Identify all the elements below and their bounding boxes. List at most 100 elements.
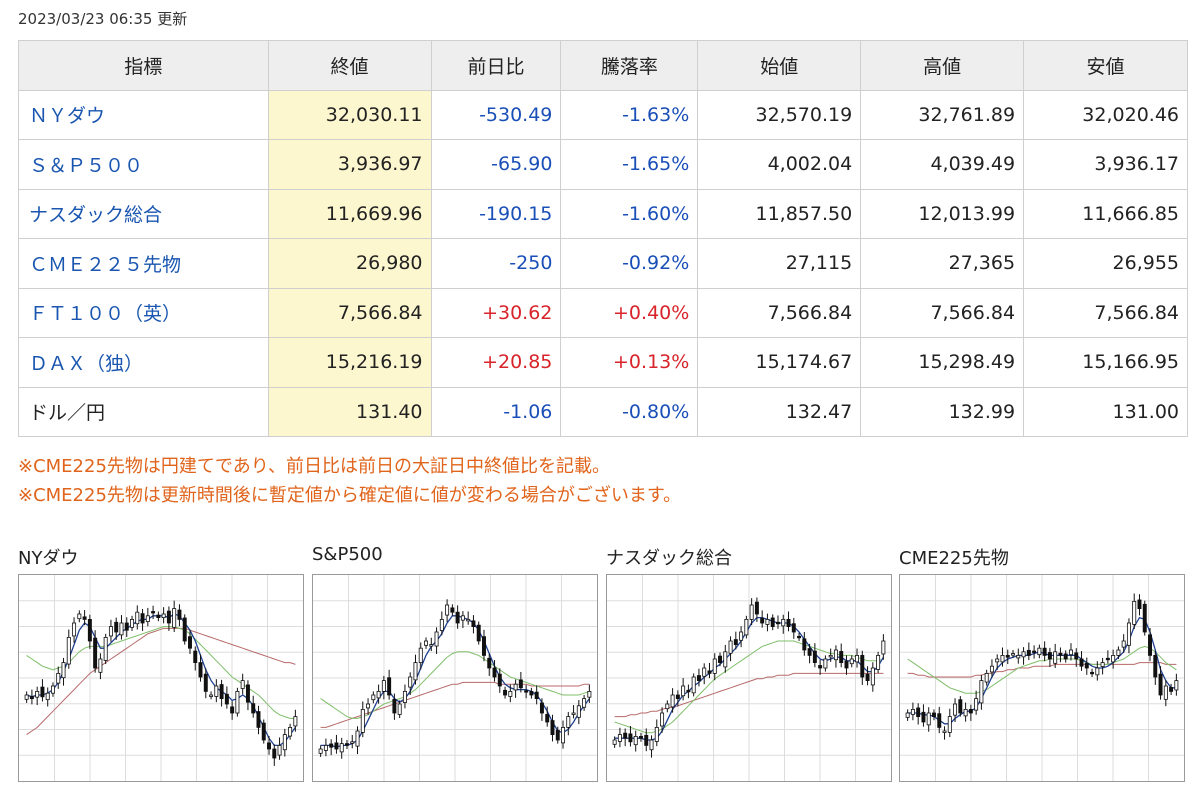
candle-body — [833, 649, 838, 661]
candle-body — [288, 726, 293, 737]
candle-body — [561, 726, 565, 744]
row-low: 131.00 — [1023, 386, 1188, 437]
candle-body — [492, 667, 497, 678]
candle-body — [140, 613, 145, 624]
candle-body — [1005, 655, 1010, 658]
chart-dow[interactable] — [18, 574, 304, 782]
candle-body — [350, 741, 355, 744]
candle-body — [812, 650, 817, 664]
candle-body — [1037, 647, 1042, 656]
chart-nasdaq[interactable] — [606, 574, 892, 782]
candle-body — [1063, 653, 1068, 660]
row-open: 132.47 — [697, 386, 862, 437]
candle-body — [256, 711, 261, 728]
candle-body — [802, 638, 807, 651]
candle-body — [230, 706, 235, 714]
candle-body — [1058, 652, 1063, 656]
chart-cme225[interactable] — [899, 574, 1185, 782]
table-row: ＮＹダウ 32,030.11 -530.49 -1.63% 32,570.19 32,76… — [18, 89, 1188, 140]
row-name[interactable]: Ｓ＆Ｐ５００ — [18, 139, 269, 190]
candle-body — [963, 708, 968, 717]
candle-body — [712, 658, 717, 674]
row-open: 27,115 — [697, 238, 862, 289]
candle-body — [487, 657, 492, 669]
row-name[interactable]: ＦＴ１００（英） — [18, 287, 269, 338]
note-2: ※CME225先物は更新時間後に暫定値から確定値に値が変わる場合がございます。 — [18, 485, 682, 506]
ma-long-line — [907, 662, 1177, 678]
candle-body — [251, 703, 256, 714]
candle-body — [534, 691, 539, 700]
candle-body — [876, 655, 881, 670]
row-low: 3,936.17 — [1023, 139, 1188, 190]
row-close: 131.40 — [267, 386, 432, 437]
candle-body — [1053, 651, 1058, 664]
candle-body — [1158, 673, 1163, 696]
chart-sp500[interactable] — [312, 574, 598, 782]
candle-body — [702, 667, 707, 677]
candle-body — [979, 680, 984, 704]
candle-body — [193, 650, 198, 664]
candle-body — [1169, 687, 1174, 692]
row-close: 26,980 — [267, 238, 432, 289]
candle-body — [696, 675, 701, 681]
candle-body — [926, 712, 931, 726]
row-low: 7,566.84 — [1023, 287, 1188, 338]
candle-body — [166, 610, 171, 624]
table-row: ドル／円 131.40 -1.06 -0.80% 132.47 132.99 131.00 — [18, 386, 1188, 437]
chart-title-cme225: CME225先物 — [899, 548, 1009, 569]
candle-body — [24, 694, 29, 700]
candle-body — [754, 601, 759, 615]
row-close: 15,216.19 — [267, 337, 432, 388]
row-name[interactable]: ＤＡＸ（独） — [18, 337, 269, 388]
candle-body — [775, 621, 780, 625]
candle-body — [198, 662, 203, 678]
candle-body — [529, 691, 534, 696]
candle-body — [35, 691, 40, 698]
candle-body — [381, 680, 386, 692]
candle-body — [481, 636, 486, 656]
candle-body — [995, 658, 1000, 663]
candle-body — [376, 691, 381, 699]
candle-body — [1100, 662, 1105, 667]
candle-body — [450, 607, 455, 613]
row-name: ドル／円 — [18, 386, 269, 437]
row-low: 26,955 — [1023, 238, 1188, 289]
candle-body — [503, 689, 508, 696]
candle-body — [905, 712, 910, 718]
candle-body — [466, 619, 471, 622]
candle-body — [323, 744, 328, 751]
candle-body — [623, 732, 628, 739]
candle-body — [61, 662, 66, 679]
candle-body — [1153, 655, 1158, 678]
candle-body — [947, 716, 952, 733]
ma-short-line — [907, 616, 1177, 725]
candle-body — [413, 662, 418, 681]
candle-body — [628, 733, 633, 743]
candle-body — [1090, 671, 1095, 675]
candle-body — [681, 685, 686, 697]
candle-body — [476, 624, 481, 642]
candle-body — [707, 670, 712, 674]
candle-body — [723, 651, 728, 668]
row-name[interactable]: ＮＹダウ — [18, 89, 269, 140]
candle-body — [219, 684, 224, 699]
candle-body — [366, 703, 371, 709]
candle-body — [513, 683, 518, 691]
candle-body — [797, 635, 802, 639]
candle-body — [937, 713, 942, 728]
table-header-row: 指標 終値 前日比 騰落率 始値 高値 安値 — [18, 40, 1188, 91]
row-name[interactable]: ＣＭＥ２２５先物 — [18, 238, 269, 289]
header-high: 高値 — [860, 40, 1025, 91]
candle-body — [318, 748, 323, 754]
candle-body — [93, 637, 98, 669]
candle-body — [760, 617, 765, 624]
candle-body — [691, 676, 696, 694]
candle-body — [434, 631, 439, 647]
candle-body — [119, 622, 124, 636]
candle-body — [156, 614, 161, 619]
candle-body — [497, 673, 502, 687]
candle-body — [1084, 662, 1089, 669]
row-name[interactable]: ナスダック総合 — [18, 188, 269, 239]
candle-body — [639, 735, 643, 739]
row-close: 32,030.11 — [267, 89, 432, 140]
